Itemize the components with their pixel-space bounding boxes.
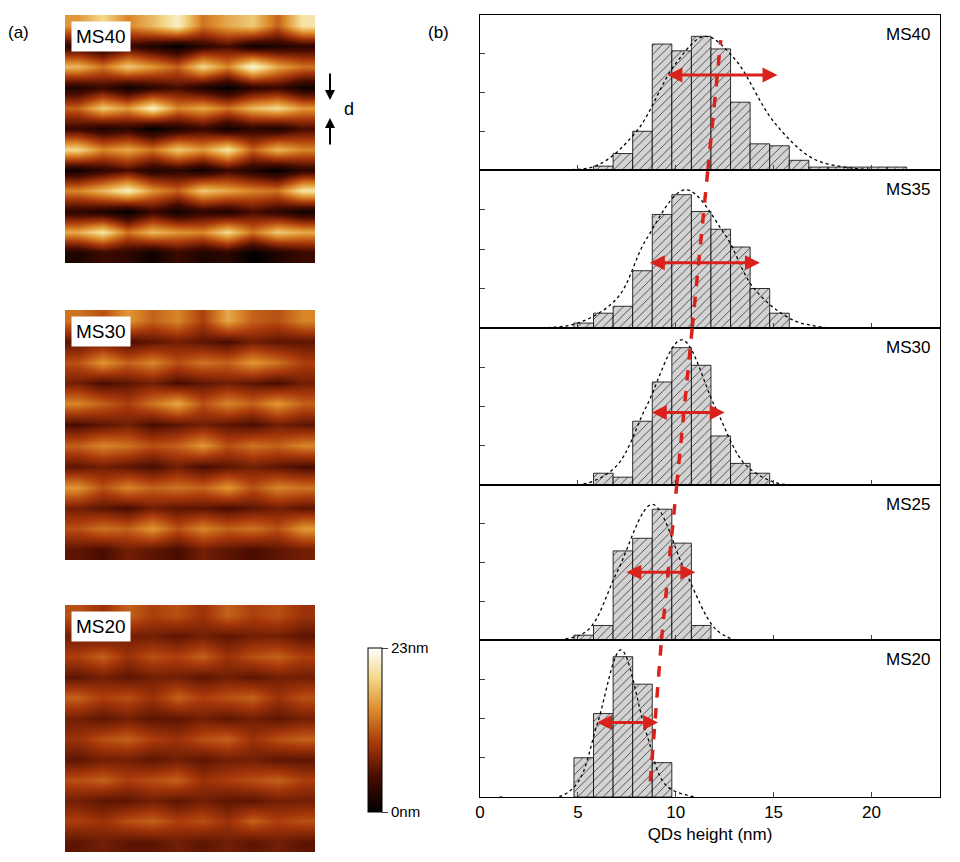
svg-text:MS25: MS25 (886, 495, 930, 514)
svg-text:d: d (344, 99, 354, 119)
svg-text:MS20: MS20 (886, 650, 930, 669)
svg-text:5: 5 (573, 803, 582, 822)
svg-text:23nm: 23nm (391, 639, 429, 656)
svg-text:MS40: MS40 (886, 25, 930, 44)
svg-text:MS40: MS40 (76, 26, 126, 47)
svg-text:QDs height (nm): QDs height (nm) (648, 825, 773, 844)
svg-text:10: 10 (666, 803, 685, 822)
svg-text:0: 0 (475, 803, 484, 822)
svg-text:MS20: MS20 (76, 616, 126, 637)
svg-text:MS30: MS30 (76, 321, 126, 342)
svg-text:20: 20 (862, 803, 881, 822)
svg-text:0nm: 0nm (391, 803, 420, 820)
svg-text:MS35: MS35 (886, 180, 930, 199)
svg-text:15: 15 (764, 803, 783, 822)
svg-text:MS30: MS30 (886, 338, 930, 357)
svg-text:(a): (a) (8, 23, 29, 42)
svg-text:(b): (b) (428, 23, 449, 42)
